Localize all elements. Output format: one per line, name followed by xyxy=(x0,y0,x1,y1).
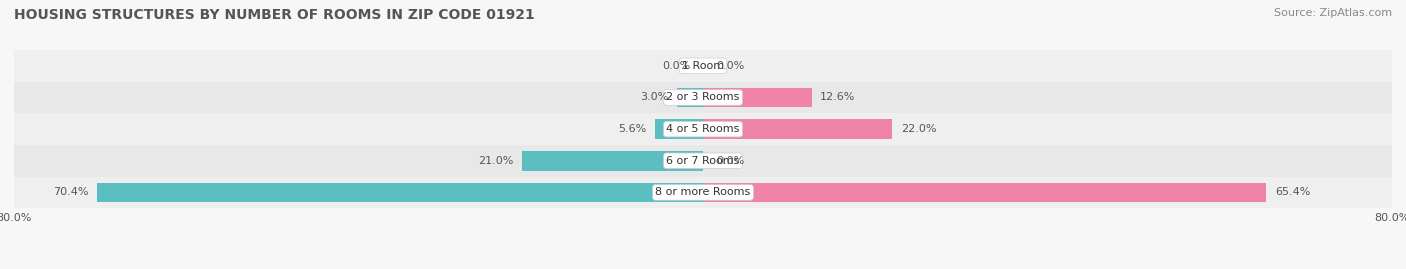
Text: Source: ZipAtlas.com: Source: ZipAtlas.com xyxy=(1274,8,1392,18)
Bar xyxy=(14,113,1392,145)
Text: 21.0%: 21.0% xyxy=(478,156,513,166)
Bar xyxy=(703,88,811,107)
Text: HOUSING STRUCTURES BY NUMBER OF ROOMS IN ZIP CODE 01921: HOUSING STRUCTURES BY NUMBER OF ROOMS IN… xyxy=(14,8,534,22)
Text: 3.0%: 3.0% xyxy=(640,93,669,102)
Bar xyxy=(14,50,1392,82)
Text: 6 or 7 Rooms: 6 or 7 Rooms xyxy=(666,156,740,166)
Text: 22.0%: 22.0% xyxy=(901,124,936,134)
Text: 0.0%: 0.0% xyxy=(716,156,744,166)
Text: 8 or more Rooms: 8 or more Rooms xyxy=(655,187,751,197)
Bar xyxy=(655,119,703,139)
Text: 1 Room: 1 Room xyxy=(682,61,724,71)
Text: 2 or 3 Rooms: 2 or 3 Rooms xyxy=(666,93,740,102)
Bar xyxy=(678,88,703,107)
Text: 5.6%: 5.6% xyxy=(617,124,647,134)
Text: 0.0%: 0.0% xyxy=(716,61,744,71)
Text: 4 or 5 Rooms: 4 or 5 Rooms xyxy=(666,124,740,134)
Bar xyxy=(14,82,1392,113)
Text: 0.0%: 0.0% xyxy=(662,61,690,71)
Bar xyxy=(522,151,703,171)
Bar xyxy=(703,119,893,139)
Bar xyxy=(14,145,1392,176)
Text: 12.6%: 12.6% xyxy=(820,93,855,102)
Bar xyxy=(703,183,1267,202)
Bar xyxy=(14,176,1392,208)
Text: 65.4%: 65.4% xyxy=(1275,187,1310,197)
Text: 70.4%: 70.4% xyxy=(52,187,89,197)
Bar xyxy=(97,183,703,202)
